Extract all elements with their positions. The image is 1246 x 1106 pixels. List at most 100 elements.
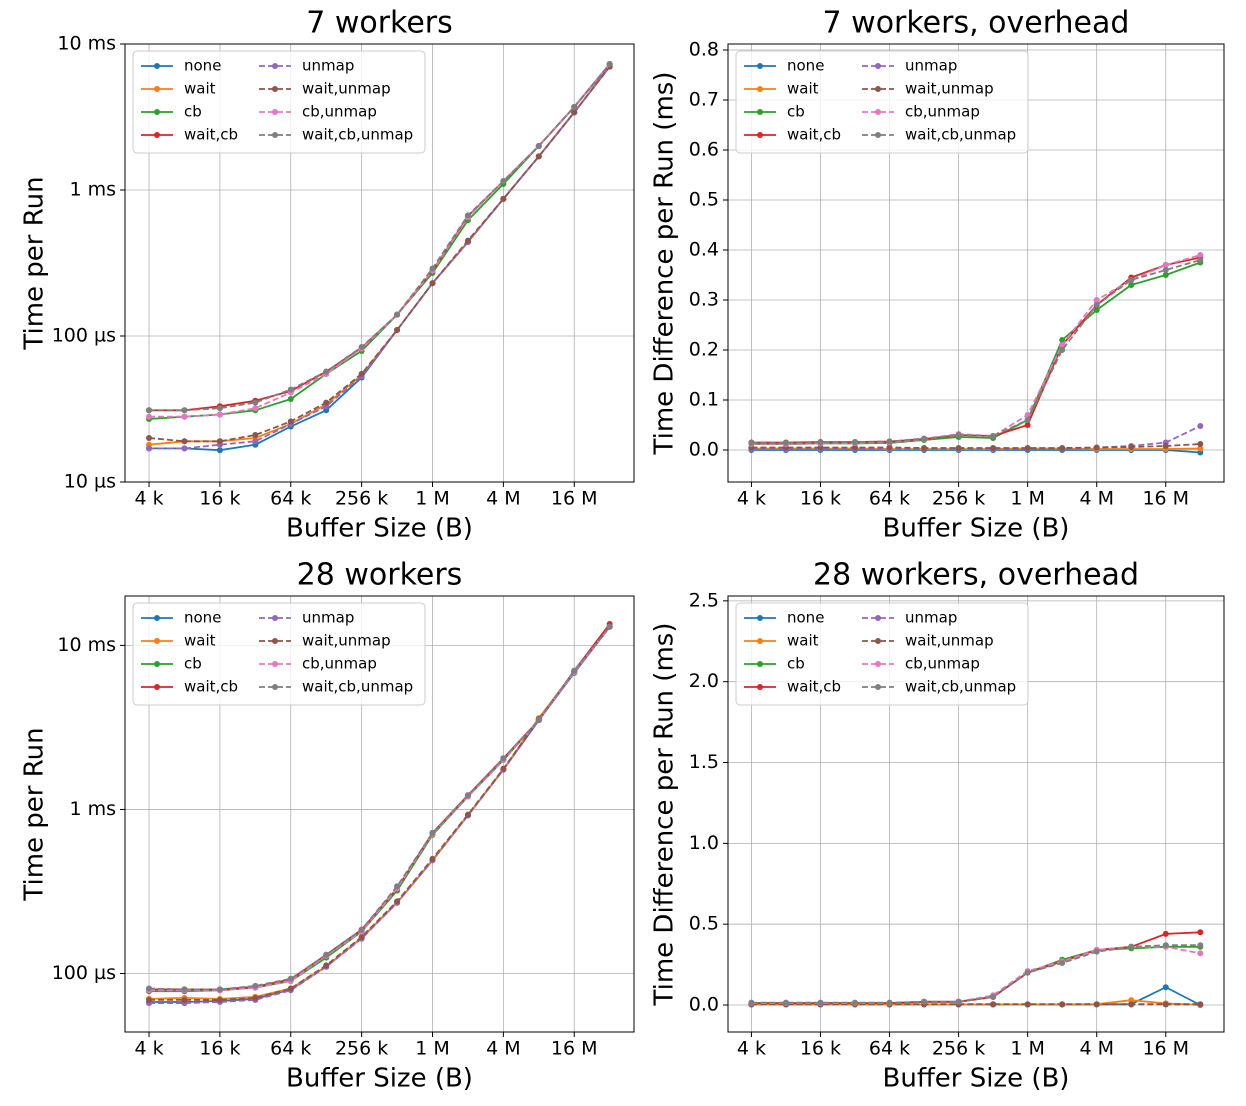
series-line bbox=[149, 626, 611, 1001]
point bbox=[1128, 444, 1135, 450]
legend-marker bbox=[757, 684, 763, 690]
legend-marker bbox=[154, 615, 160, 621]
legend-label: cb,unmap bbox=[905, 655, 980, 673]
legend-label: wait,unmap bbox=[302, 80, 391, 98]
legend-label: unmap bbox=[302, 57, 354, 75]
point bbox=[358, 926, 365, 933]
x-tick-label: 4 M bbox=[1079, 1038, 1114, 1060]
legend-marker bbox=[875, 661, 881, 667]
point bbox=[181, 996, 188, 1003]
legend-label: wait bbox=[184, 80, 216, 98]
legend-label: unmap bbox=[905, 609, 957, 627]
legend-marker bbox=[757, 615, 763, 621]
legend-label: cb,unmap bbox=[302, 655, 377, 673]
point bbox=[990, 433, 997, 439]
point bbox=[146, 435, 153, 442]
series-line bbox=[751, 944, 1201, 1004]
legend-label: none bbox=[787, 57, 824, 75]
point bbox=[146, 996, 153, 1003]
y-tick-label: 0.0 bbox=[689, 994, 719, 1016]
y-tick-label: 0.8 bbox=[689, 39, 719, 61]
point bbox=[535, 717, 542, 724]
x-axis-label: Buffer Size (B) bbox=[883, 1064, 1070, 1094]
y-tick-label: 0.7 bbox=[689, 89, 719, 111]
point bbox=[216, 411, 223, 418]
point bbox=[571, 109, 578, 116]
x-axis-label: Buffer Size (B) bbox=[883, 514, 1070, 544]
point bbox=[1197, 257, 1204, 263]
series-line bbox=[149, 626, 611, 1004]
x-tick-label: 1 M bbox=[1010, 488, 1045, 510]
x-tick-label: 16 k bbox=[199, 488, 240, 510]
legend-label: wait,cb bbox=[184, 678, 238, 696]
x-tick-label: 4 M bbox=[1079, 488, 1114, 510]
x-axis-label: Buffer Size (B) bbox=[286, 1064, 473, 1094]
y-tick-label: 10 ms bbox=[57, 634, 116, 656]
chart-title: 28 workers bbox=[297, 558, 463, 593]
series-line bbox=[149, 626, 611, 992]
y-tick-label: 10 ms bbox=[57, 33, 116, 55]
point bbox=[216, 405, 223, 412]
chart-title: 7 workers bbox=[306, 6, 453, 41]
point bbox=[1093, 444, 1100, 451]
point bbox=[1024, 1001, 1031, 1008]
y-tick-label: 0.5 bbox=[689, 189, 719, 211]
x-tick-label: 16 k bbox=[199, 1038, 240, 1060]
y-axis-label: Time per Run bbox=[20, 727, 50, 901]
point bbox=[1162, 942, 1169, 949]
point bbox=[990, 1001, 997, 1008]
point bbox=[1162, 984, 1169, 991]
point bbox=[252, 982, 259, 989]
legend-marker bbox=[154, 63, 160, 69]
point bbox=[429, 855, 436, 862]
point bbox=[1162, 267, 1169, 273]
subplot: 4 k 16 k 64 k 256 k 1 M 4 M 16 M 0.0 0.1 0.2 0.3 0.… bbox=[650, 6, 1225, 544]
legend-label: wait bbox=[787, 80, 819, 98]
point bbox=[464, 212, 471, 219]
point bbox=[921, 445, 928, 451]
point bbox=[1128, 1001, 1135, 1008]
x-tick-label: 16 M bbox=[1142, 488, 1189, 510]
x-tick-label: 1 M bbox=[415, 1038, 450, 1060]
legend-marker bbox=[272, 684, 278, 690]
point bbox=[252, 405, 259, 412]
chart-title: 7 workers, overhead bbox=[823, 6, 1130, 41]
point bbox=[181, 438, 188, 445]
point bbox=[1093, 302, 1100, 308]
legend-label: unmap bbox=[302, 609, 354, 627]
y-axis-label: Time per Run bbox=[20, 176, 50, 350]
point bbox=[358, 933, 365, 940]
point bbox=[1093, 1001, 1100, 1008]
point bbox=[500, 195, 507, 202]
legend-label: unmap bbox=[905, 57, 957, 75]
legend-marker bbox=[875, 63, 881, 69]
point bbox=[252, 399, 259, 406]
point bbox=[1024, 417, 1031, 423]
x-tick-label: 64 k bbox=[270, 1038, 311, 1060]
series-line bbox=[751, 261, 1201, 445]
point bbox=[464, 811, 471, 818]
point bbox=[216, 996, 223, 1003]
point bbox=[1162, 272, 1169, 278]
point bbox=[571, 104, 578, 111]
point bbox=[748, 999, 755, 1006]
point bbox=[1093, 948, 1100, 955]
legend-marker bbox=[757, 86, 763, 92]
legend-label: cb,unmap bbox=[905, 103, 980, 121]
point bbox=[921, 998, 928, 1005]
legend-label: wait,cb bbox=[787, 678, 841, 696]
point bbox=[287, 985, 294, 992]
point bbox=[287, 418, 294, 425]
point bbox=[323, 962, 330, 969]
y-tick-label: 100 µs bbox=[52, 325, 116, 347]
legend-marker bbox=[272, 109, 278, 115]
legend-label: cb bbox=[787, 655, 805, 673]
point bbox=[464, 792, 471, 799]
point bbox=[181, 986, 188, 993]
legend-marker bbox=[272, 132, 278, 138]
x-tick-label: 256 k bbox=[335, 488, 388, 510]
point bbox=[500, 765, 507, 772]
point bbox=[817, 999, 824, 1006]
legend-marker bbox=[875, 132, 881, 138]
